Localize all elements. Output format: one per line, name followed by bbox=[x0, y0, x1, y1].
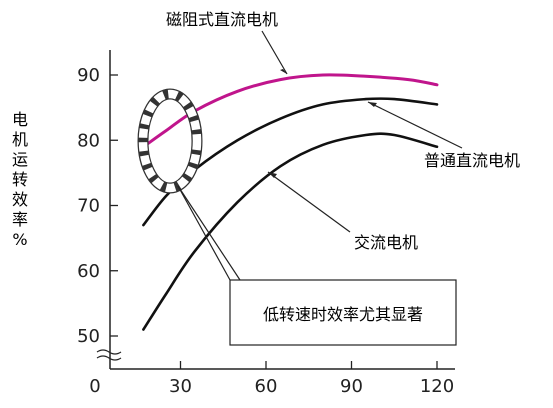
x-tick-label: 90 bbox=[340, 376, 363, 397]
x-tick-label: 30 bbox=[169, 376, 192, 397]
normal-dc-motor-arrowhead bbox=[368, 102, 377, 107]
y-tick-label: 60 bbox=[77, 261, 100, 282]
ac-motor-label: 交流电机 bbox=[354, 233, 418, 252]
x-tick-label: 0 bbox=[89, 376, 100, 397]
x-tick-label: 120 bbox=[420, 376, 454, 397]
magnetic-dc-motor-arrow bbox=[261, 30, 288, 75]
y-tick-label: 90 bbox=[77, 65, 100, 86]
magnetic-dc-motor-label: 磁阻式直流电机 bbox=[166, 10, 278, 29]
x-tick-label: 60 bbox=[255, 376, 278, 397]
normal-dc-motor-curve bbox=[142, 97, 439, 227]
axis-break-mark bbox=[96, 355, 122, 361]
normal-dc-motor-arrow bbox=[367, 101, 463, 149]
y-tick-label: 80 bbox=[77, 130, 100, 151]
y-tick-label: 70 bbox=[77, 196, 100, 217]
low-speed-highlight-oval bbox=[137, 88, 203, 194]
y-axis-label: 电机运转效率% bbox=[12, 110, 28, 249]
callout-leader bbox=[177, 185, 241, 281]
y-tick-label: 50 bbox=[77, 326, 100, 347]
ac-motor-curve bbox=[142, 132, 439, 331]
ac-motor-arrow bbox=[267, 171, 351, 233]
normal-dc-motor-label: 普通直流电机 bbox=[424, 151, 520, 170]
callout-box bbox=[229, 279, 457, 346]
axis-break-mark bbox=[96, 349, 122, 355]
ac-motor-arrowhead bbox=[268, 172, 277, 178]
magnetic-dc-motor-arrowhead bbox=[280, 69, 287, 74]
magnetic-dc-motor-curve bbox=[141, 73, 439, 149]
callout-text: 低转速时效率尤其显著 bbox=[263, 305, 423, 324]
